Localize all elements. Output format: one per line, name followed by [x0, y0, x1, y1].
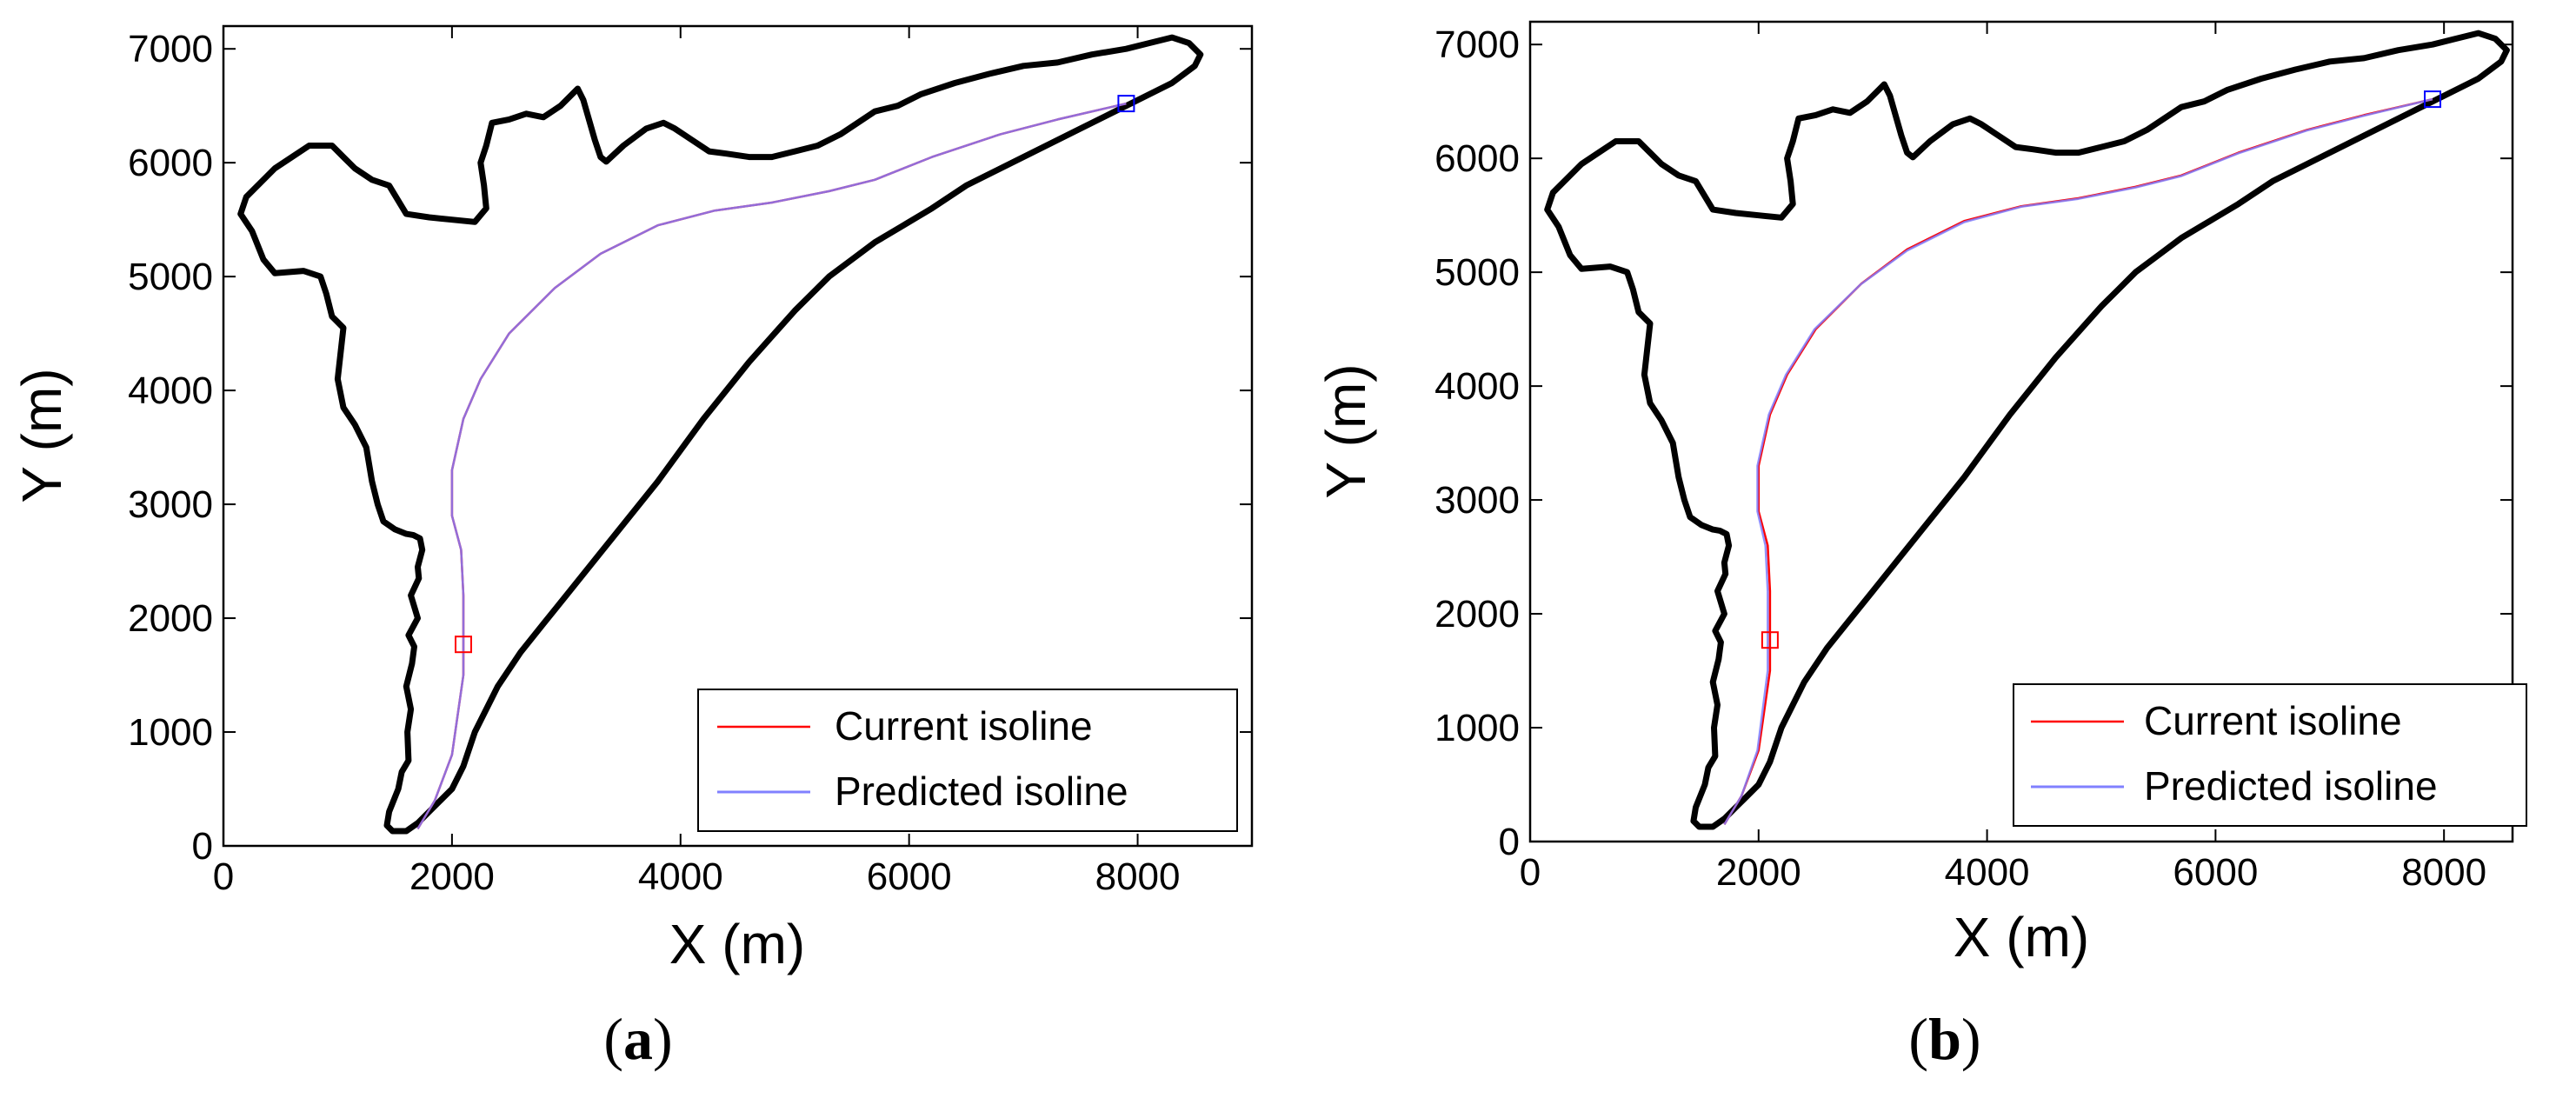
legend-label-current-a: Current isoline: [835, 703, 1093, 749]
boundary-line-a: [237, 34, 1204, 835]
y-tick-label-b-5: 5000: [1434, 251, 1520, 294]
x-axis-label-a: X (m): [669, 913, 805, 975]
x-tick-label-a-1: 2000: [409, 855, 495, 898]
predicted-isoline-b: [1723, 97, 2433, 826]
y-tick-label-a-2: 2000: [128, 597, 213, 640]
y-tick-label-a-4: 4000: [128, 369, 213, 412]
marker-square-b-1: [2424, 90, 2441, 109]
marker-square-a-0: [455, 636, 472, 654]
x-tick-label-b-2: 4000: [1945, 851, 2030, 894]
y-tick-label-a-5: 5000: [128, 256, 213, 298]
panel-label-a-close-paren: ): [653, 1006, 673, 1072]
legend-b: Current isoline Predicted isoline: [2013, 683, 2527, 827]
y-tick-label-a-7: 7000: [128, 28, 213, 70]
x-tick-label-b-1: 2000: [1716, 851, 1801, 894]
panel-label-a: (a): [603, 1006, 672, 1072]
y-tick-label-b-3: 3000: [1434, 479, 1520, 522]
boundary-line-b: [1544, 30, 2510, 830]
y-axis-label-a: Y (m): [10, 368, 73, 502]
boundary-layer-b: [1544, 30, 2510, 830]
panel-label-b-open-paren: (: [1908, 1006, 1928, 1072]
legend-a: Current isoline Predicted isoline: [697, 689, 1238, 832]
y-tick-label-b-6: 6000: [1434, 137, 1520, 180]
marker-layer-a: [455, 95, 1135, 654]
y-tick-label-a-1: 1000: [128, 711, 213, 754]
x-tick-label-b-3: 6000: [2173, 851, 2258, 894]
x-tick-label-a-3: 6000: [867, 855, 952, 898]
panel-label-a-letter: a: [623, 1006, 653, 1072]
x-tick-label-a-2: 4000: [638, 855, 723, 898]
marker-layer-b: [1761, 90, 2441, 649]
legend-label-predicted-b: Predicted isoline: [2144, 763, 2438, 809]
panel-label-b-letter: b: [1928, 1006, 1961, 1072]
panel-label-a-open-paren: (: [603, 1006, 623, 1072]
legend-box-a: [697, 689, 1238, 832]
panel-label-b: (b): [1908, 1006, 1980, 1072]
legend-box-b: [2013, 683, 2527, 827]
panel-a: 0 2000 4000 6000 8000 0 1000 2000 3000 4000 5000 6…: [10, 24, 1254, 1072]
predicted-isoline-a: [416, 102, 1127, 830]
y-tick-label-a-0: 0: [192, 825, 213, 868]
y-tick-label-b-7: 7000: [1434, 23, 1520, 66]
x-axis-ticks-a: 0 2000 4000 6000 8000: [213, 26, 1181, 898]
y-tick-label-b-1: 1000: [1434, 707, 1520, 749]
x-tick-label-b-0: 0: [1520, 851, 1541, 894]
x-tick-label-a-0: 0: [213, 855, 234, 898]
boundary-layer-a: [237, 34, 1204, 835]
y-tick-label-a-3: 3000: [128, 483, 213, 526]
panel-label-b-close-paren: ): [1961, 1006, 1981, 1072]
y-axis-ticks-b: 0 1000 2000 3000 4000 5000 6000 7000: [1434, 23, 2513, 863]
marker-square-b-0: [1761, 631, 1779, 649]
y-tick-label-b-2: 2000: [1434, 593, 1520, 636]
y-tick-label-a-6: 6000: [128, 142, 213, 184]
series-layer-b: [1723, 97, 2433, 826]
x-tick-label-a-4: 8000: [1095, 855, 1181, 898]
series-layer-a: [416, 102, 1127, 830]
y-axis-label-b: Y (m): [1315, 363, 1377, 498]
legend-label-predicted-a: Predicted isoline: [835, 769, 1128, 814]
x-tick-label-b-4: 8000: [2401, 851, 2486, 894]
y-axis-ticks-a: 0 1000 2000 3000 4000 5000 6000 7000: [128, 28, 1252, 868]
y-tick-label-b-0: 0: [1499, 821, 1520, 863]
x-axis-ticks-b: 0 2000 4000 6000 8000: [1520, 22, 2486, 894]
y-tick-label-b-4: 4000: [1434, 365, 1520, 408]
legend-label-current-b: Current isoline: [2144, 698, 2402, 743]
marker-square-a-1: [1117, 95, 1135, 113]
panel-b: 0 2000 4000 6000 8000 0 1000 2000 3000 4000 5000 6…: [1315, 20, 2527, 1072]
x-axis-label-b: X (m): [1954, 906, 2089, 968]
